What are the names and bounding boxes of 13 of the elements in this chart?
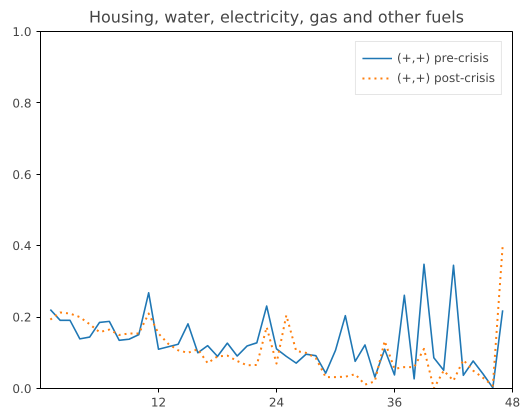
y-tick-label: 0.2 [12,310,32,325]
chart-title: Housing, water, electricity, gas and other fuels [88,8,464,26]
y-tick-label: 1.0 [12,25,32,39]
x-tick-label: 36 [386,396,402,410]
y-tick-label: 0.8 [12,96,32,110]
y-tick-label: 0.6 [12,168,32,182]
legend-label: (+,+) post-crisis [396,71,495,85]
y-tick-label: 0.0 [12,382,32,396]
x-tick-label: 12 [150,396,166,410]
legend-label: (+,+) pre-crisis [396,51,489,65]
x-tick-label: 24 [268,396,284,410]
y-tick-label: 0.4 [12,239,32,254]
x-tick-label: 48 [504,396,520,410]
